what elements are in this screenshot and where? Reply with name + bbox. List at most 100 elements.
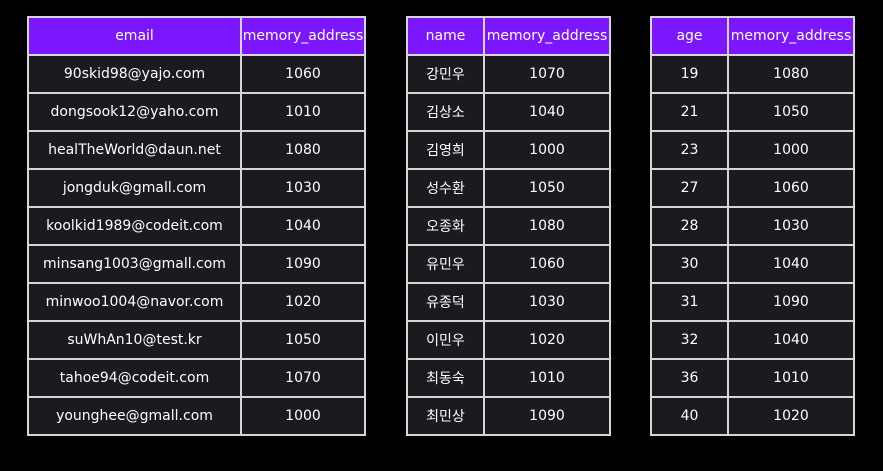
table-row: minwoo1004@navor.com 1020: [27, 282, 366, 322]
table-row: 19 1080: [650, 54, 855, 94]
table-cell-email: suWhAn10@test.kr: [27, 320, 242, 360]
table-cell-age: 27: [650, 168, 729, 208]
table-row: suWhAn10@test.kr 1050: [27, 320, 366, 360]
table-cell-memory-address: 1000: [240, 396, 366, 436]
table-cell-memory-address: 1030: [240, 168, 366, 208]
table-cell-name: 최민상: [406, 396, 485, 436]
table-row: minsang1003@gmall.com 1090: [27, 244, 366, 284]
table-cell-age: 40: [650, 396, 729, 436]
table-row: 28 1030: [650, 206, 855, 246]
table-cell-email: minwoo1004@navor.com: [27, 282, 242, 322]
table-row: 21 1050: [650, 92, 855, 132]
table-cell-email: dongsook12@yaho.com: [27, 92, 242, 132]
table-row: 31 1090: [650, 282, 855, 322]
table-cell-age: 31: [650, 282, 729, 322]
table-cell-memory-address: 1060: [483, 244, 611, 284]
table-cell-age: 28: [650, 206, 729, 246]
table-cell-age: 32: [650, 320, 729, 360]
table-header-row: age memory_address: [650, 16, 855, 56]
table-row: tahoe94@codeit.com 1070: [27, 358, 366, 398]
table-cell-memory-address: 1040: [727, 244, 855, 284]
table-row: 30 1040: [650, 244, 855, 284]
column-header-memory-address: memory_address: [240, 16, 366, 56]
table-cell-memory-address: 1000: [483, 130, 611, 170]
table-cell-memory-address: 1080: [240, 130, 366, 170]
table-cell-email: 90skid98@yajo.com: [27, 54, 242, 94]
table-cell-memory-address: 1080: [727, 54, 855, 94]
table-cell-memory-address: 1090: [483, 396, 611, 436]
table-row: 김영희 1000: [406, 130, 611, 170]
table-row: koolkid1989@codeit.com 1040: [27, 206, 366, 246]
table-cell-memory-address: 1070: [240, 358, 366, 398]
table-cell-memory-address: 1060: [727, 168, 855, 208]
table-row: 이민우 1020: [406, 320, 611, 360]
table-row: 강민우 1070: [406, 54, 611, 94]
table-cell-email: jongduk@gmall.com: [27, 168, 242, 208]
table-cell-age: 30: [650, 244, 729, 284]
table-row: 90skid98@yajo.com 1060: [27, 54, 366, 94]
email-table: email memory_address 90skid98@yajo.com 106…: [27, 16, 366, 436]
table-cell-name: 김상소: [406, 92, 485, 132]
table-cell-age: 23: [650, 130, 729, 170]
table-row: dongsook12@yaho.com 1010: [27, 92, 366, 132]
table-row: jongduk@gmall.com 1030: [27, 168, 366, 208]
table-cell-memory-address: 1050: [240, 320, 366, 360]
table-cell-memory-address: 1020: [483, 320, 611, 360]
table-row: 최민상 1090: [406, 396, 611, 436]
table-row: 40 1020: [650, 396, 855, 436]
table-cell-name: 유종덕: [406, 282, 485, 322]
age-table: age memory_address 19 1080 21 1050 23 1000 27 10…: [650, 16, 855, 436]
table-cell-email: younghee@gmall.com: [27, 396, 242, 436]
table-cell-name: 최동숙: [406, 358, 485, 398]
table-row: 김상소 1040: [406, 92, 611, 132]
table-cell-memory-address: 1040: [727, 320, 855, 360]
table-cell-age: 19: [650, 54, 729, 94]
table-cell-memory-address: 1020: [727, 396, 855, 436]
table-cell-email: healTheWorld@daun.net: [27, 130, 242, 170]
table-cell-name: 오종화: [406, 206, 485, 246]
table-cell-memory-address: 1060: [240, 54, 366, 94]
table-cell-name: 이민우: [406, 320, 485, 360]
table-row: 32 1040: [650, 320, 855, 360]
table-cell-age: 21: [650, 92, 729, 132]
table-cell-age: 36: [650, 358, 729, 398]
table-row: healTheWorld@daun.net 1080: [27, 130, 366, 170]
table-cell-email: minsang1003@gmall.com: [27, 244, 242, 284]
table-cell-memory-address: 1040: [483, 92, 611, 132]
table-cell-memory-address: 1070: [483, 54, 611, 94]
table-cell-name: 강민우: [406, 54, 485, 94]
table-row: 오종화 1080: [406, 206, 611, 246]
table-cell-memory-address: 1020: [240, 282, 366, 322]
table-cell-memory-address: 1080: [483, 206, 611, 246]
table-row: younghee@gmall.com 1000: [27, 396, 366, 436]
table-cell-name: 김영희: [406, 130, 485, 170]
table-cell-memory-address: 1050: [483, 168, 611, 208]
table-header-row: name memory_address: [406, 16, 611, 56]
name-table: name memory_address 강민우 1070 김상소 1040 김영희 1000…: [406, 16, 611, 436]
column-header-memory-address: memory_address: [727, 16, 855, 56]
table-cell-name: 성수환: [406, 168, 485, 208]
table-row: 최동숙 1010: [406, 358, 611, 398]
table-cell-memory-address: 1090: [240, 244, 366, 284]
table-cell-name: 유민우: [406, 244, 485, 284]
table-cell-memory-address: 1030: [727, 206, 855, 246]
column-header-age: age: [650, 16, 729, 56]
table-row: 유민우 1060: [406, 244, 611, 284]
table-cell-memory-address: 1010: [240, 92, 366, 132]
table-cell-memory-address: 1030: [483, 282, 611, 322]
table-cell-memory-address: 1040: [240, 206, 366, 246]
column-header-name: name: [406, 16, 485, 56]
table-row: 36 1010: [650, 358, 855, 398]
table-cell-email: tahoe94@codeit.com: [27, 358, 242, 398]
column-header-email: email: [27, 16, 242, 56]
table-row: 23 1000: [650, 130, 855, 170]
table-cell-email: koolkid1989@codeit.com: [27, 206, 242, 246]
table-cell-memory-address: 1050: [727, 92, 855, 132]
table-cell-memory-address: 1010: [483, 358, 611, 398]
table-row: 27 1060: [650, 168, 855, 208]
table-cell-memory-address: 1090: [727, 282, 855, 322]
table-cell-memory-address: 1010: [727, 358, 855, 398]
table-header-row: email memory_address: [27, 16, 366, 56]
table-row: 성수환 1050: [406, 168, 611, 208]
table-row: 유종덕 1030: [406, 282, 611, 322]
